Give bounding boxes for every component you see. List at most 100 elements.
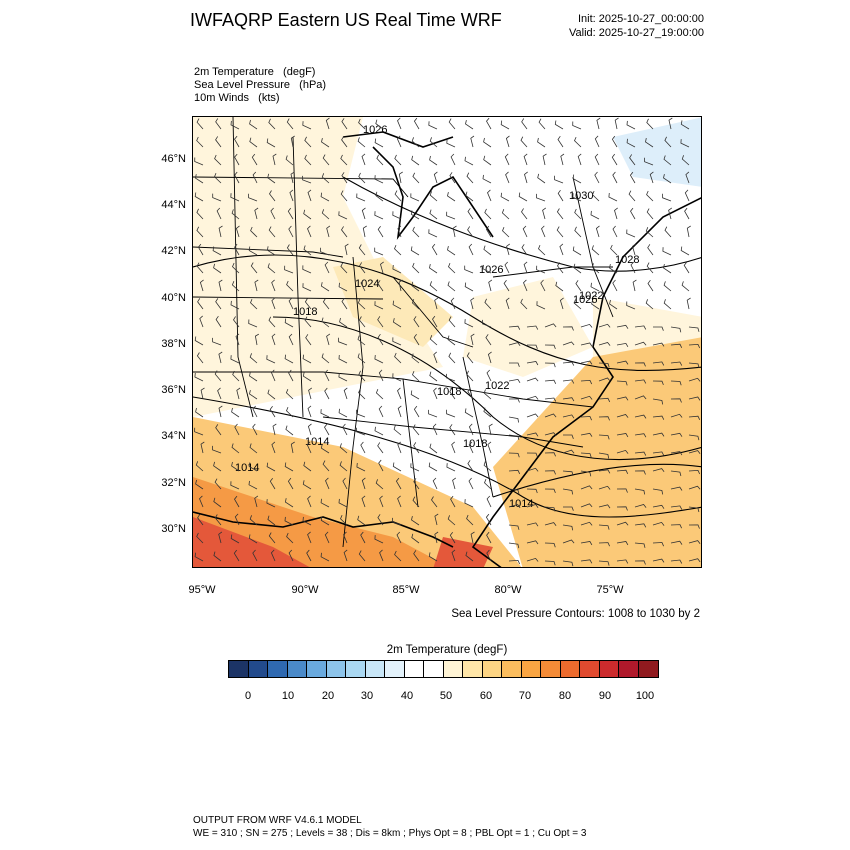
- wind-barb: [681, 155, 690, 166]
- wind-barb: [626, 138, 636, 148]
- wind-barb: [526, 395, 539, 400]
- wind-barb: [464, 408, 474, 418]
- wind-barb: [343, 549, 348, 562]
- wind-barb: [681, 281, 690, 292]
- wind-barb: [379, 495, 384, 508]
- wind-barb: [598, 524, 610, 530]
- wind-barb: [412, 424, 420, 436]
- wind-barb: [598, 323, 611, 328]
- wind-barb: [596, 117, 601, 130]
- wind-barb: [616, 342, 629, 348]
- wind-barb: [521, 208, 528, 220]
- wind-barb: [302, 372, 312, 382]
- wind-barb: [580, 432, 593, 437]
- wind-barb: [614, 207, 618, 220]
- wind-barb: [196, 532, 204, 544]
- wind-barb: [572, 121, 582, 130]
- wind-barb: [594, 153, 600, 166]
- wind-barb: [562, 414, 575, 419]
- pressure-label: 1014: [235, 462, 259, 474]
- wind-barb: [356, 462, 366, 472]
- wind-barb: [486, 495, 492, 508]
- wind-barb: [374, 426, 384, 436]
- lat-label: 34°N: [161, 430, 186, 442]
- wind-barb: [341, 136, 348, 148]
- wind-barb: [688, 415, 701, 420]
- wind-barb: [268, 226, 276, 238]
- wind-barb: [432, 423, 438, 436]
- wind-barb: [356, 427, 366, 436]
- wind-barb: [616, 488, 628, 493]
- wind-barb: [394, 352, 402, 364]
- wind-barb: [502, 226, 510, 238]
- wind-barb: [488, 423, 493, 436]
- wind-barb: [610, 244, 618, 256]
- wind-barb: [268, 316, 276, 328]
- wind-barb: [411, 353, 420, 364]
- wind-barb: [508, 542, 520, 549]
- wind-barb: [230, 300, 240, 310]
- wind-barb: [271, 333, 276, 346]
- colorbar-tick: 20: [321, 690, 335, 702]
- wind-barb: [652, 432, 665, 437]
- wind-barb: [634, 362, 646, 367]
- colorbar-swatch: [521, 661, 541, 677]
- wind-barb: [394, 190, 402, 202]
- pressure-label: 1018: [293, 306, 317, 318]
- wind-barb: [230, 193, 240, 202]
- wind-barb: [321, 173, 330, 184]
- wind-barbs: [194, 117, 701, 567]
- wind-barb: [626, 120, 636, 130]
- pressure-label: 1028: [615, 254, 639, 266]
- wind-barb: [573, 263, 582, 274]
- wind-barb: [508, 469, 521, 475]
- wind-barb: [413, 117, 420, 130]
- wind-barb: [410, 210, 420, 220]
- wind-barb: [356, 193, 366, 202]
- wind-barb: [217, 387, 222, 400]
- wind-barb: [322, 154, 330, 166]
- colorbar-title: 2m Temperature (degF): [386, 644, 508, 656]
- wind-barb: [266, 355, 276, 364]
- wind-barb: [290, 441, 295, 454]
- wind-barb: [680, 246, 690, 256]
- wind-barb: [432, 315, 438, 328]
- wind-barb: [213, 263, 222, 274]
- wind-barb: [634, 523, 647, 528]
- wind-barb: [670, 540, 683, 545]
- wind-barb: [634, 451, 647, 456]
- wind-barb: [483, 137, 492, 148]
- wind-barb: [521, 244, 528, 256]
- wind-barb: [397, 405, 402, 418]
- wind-barb: [526, 488, 538, 494]
- wind-barb: [284, 318, 294, 328]
- wind-barb: [362, 225, 367, 238]
- wind-barb: [194, 157, 204, 166]
- wind-barb: [392, 318, 402, 328]
- wind-barb: [616, 360, 629, 365]
- wind-barb: [560, 153, 565, 166]
- wind-barb: [483, 389, 492, 400]
- wind-barb: [486, 549, 492, 562]
- wind-barb: [464, 319, 474, 328]
- wind-barb: [634, 542, 646, 548]
- wind-barb: [670, 559, 683, 564]
- wind-barb: [580, 360, 593, 365]
- wind-barb: [392, 517, 402, 526]
- wind-barb: [254, 279, 259, 292]
- wind-barb: [580, 323, 593, 328]
- weather-map: 1026 1030 1028 1026 1022 1024 1018 1018 …: [192, 116, 702, 568]
- wind-barb: [482, 174, 492, 184]
- wind-barb: [214, 172, 222, 184]
- wind-barb: [321, 138, 330, 148]
- wind-barb: [360, 531, 366, 544]
- wind-barb: [688, 558, 701, 563]
- wind-barb: [562, 488, 574, 495]
- wind-barb: [412, 262, 420, 274]
- wind-barb: [536, 265, 546, 274]
- wind-barb: [526, 522, 539, 527]
- wind-barb: [343, 531, 348, 544]
- wind-barb: [537, 137, 546, 148]
- wind-barb: [377, 225, 384, 238]
- wind-barb: [680, 120, 690, 130]
